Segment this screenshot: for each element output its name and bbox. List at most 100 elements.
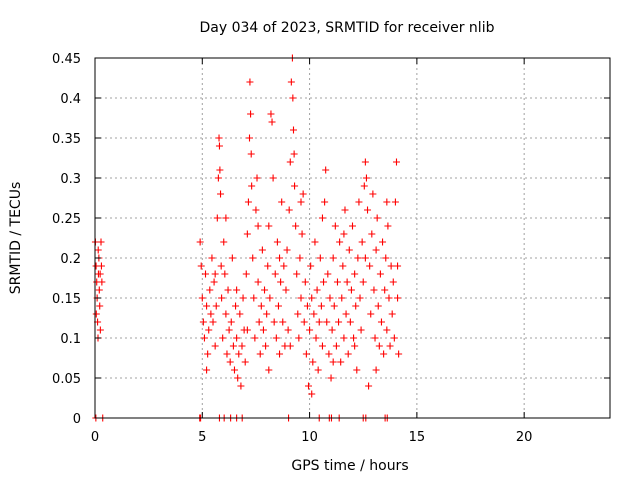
data-point bbox=[257, 302, 265, 310]
data-point bbox=[248, 182, 256, 190]
data-point bbox=[388, 310, 396, 318]
y-tick-label: 0 bbox=[73, 412, 81, 427]
data-point bbox=[383, 326, 391, 334]
data-point bbox=[259, 326, 267, 334]
data-point bbox=[217, 262, 225, 270]
data-point bbox=[302, 350, 310, 358]
data-point bbox=[258, 246, 266, 254]
y-axis-title: SRMTID / TECUs bbox=[8, 182, 24, 295]
data-point bbox=[242, 270, 250, 278]
data-point bbox=[376, 270, 384, 278]
data-point bbox=[213, 214, 221, 222]
data-point bbox=[270, 318, 278, 326]
data-point bbox=[94, 246, 102, 254]
data-point bbox=[356, 294, 364, 302]
data-point bbox=[95, 286, 103, 294]
data-point bbox=[380, 350, 388, 358]
data-point bbox=[206, 286, 214, 294]
data-point bbox=[292, 222, 300, 230]
data-point bbox=[199, 318, 207, 326]
plot-frame bbox=[94, 57, 611, 419]
data-point bbox=[97, 262, 105, 270]
data-point bbox=[211, 342, 219, 350]
data-point bbox=[392, 158, 400, 166]
x-tick-label: 10 bbox=[301, 430, 318, 445]
data-point bbox=[314, 366, 322, 374]
data-point bbox=[217, 190, 225, 198]
y-tick-label: 0.05 bbox=[52, 372, 81, 387]
data-point bbox=[382, 254, 390, 262]
data-point bbox=[390, 334, 398, 342]
data-point bbox=[276, 350, 284, 358]
data-point bbox=[254, 222, 262, 230]
data-points bbox=[91, 54, 403, 422]
y-tick-label: 0.2 bbox=[60, 252, 81, 267]
data-point bbox=[269, 174, 277, 182]
data-point bbox=[284, 326, 292, 334]
data-point bbox=[286, 158, 294, 166]
data-point bbox=[336, 238, 344, 246]
data-point bbox=[355, 198, 363, 206]
data-point bbox=[377, 318, 385, 326]
tick-marks bbox=[94, 57, 610, 419]
data-point bbox=[233, 334, 241, 342]
data-point bbox=[200, 334, 208, 342]
data-point bbox=[287, 78, 295, 86]
x-tick-label: 5 bbox=[198, 430, 206, 445]
data-point bbox=[357, 326, 365, 334]
data-point bbox=[215, 142, 223, 150]
data-point bbox=[262, 342, 270, 350]
data-point bbox=[253, 174, 261, 182]
data-point bbox=[362, 174, 370, 182]
data-point bbox=[369, 190, 377, 198]
data-point bbox=[303, 302, 311, 310]
data-point bbox=[365, 382, 373, 390]
data-point bbox=[285, 206, 293, 214]
data-point bbox=[272, 334, 280, 342]
data-point bbox=[351, 270, 359, 278]
data-point bbox=[207, 310, 215, 318]
data-point bbox=[264, 262, 272, 270]
data-point bbox=[233, 286, 241, 294]
data-point bbox=[277, 278, 285, 286]
data-point bbox=[92, 310, 100, 318]
data-point bbox=[228, 254, 236, 262]
data-point bbox=[289, 94, 297, 102]
data-point bbox=[247, 150, 255, 158]
data-point bbox=[297, 294, 305, 302]
data-point bbox=[268, 118, 276, 126]
data-point bbox=[96, 270, 104, 278]
data-point bbox=[318, 214, 326, 222]
data-point bbox=[360, 182, 368, 190]
data-point bbox=[323, 318, 331, 326]
y-tick-label: 0.35 bbox=[52, 132, 81, 147]
data-point bbox=[241, 358, 249, 366]
data-point bbox=[316, 254, 324, 262]
data-point bbox=[97, 238, 105, 246]
data-point bbox=[386, 342, 394, 350]
data-point bbox=[329, 358, 337, 366]
data-point bbox=[321, 198, 329, 206]
data-point bbox=[299, 190, 307, 198]
data-point bbox=[322, 166, 330, 174]
data-point bbox=[232, 302, 240, 310]
data-point bbox=[246, 78, 254, 86]
data-point bbox=[289, 126, 297, 134]
data-point bbox=[310, 310, 318, 318]
data-point bbox=[230, 366, 238, 374]
data-point bbox=[252, 206, 260, 214]
data-point bbox=[324, 270, 332, 278]
data-point bbox=[368, 230, 376, 238]
data-point bbox=[212, 302, 220, 310]
data-point bbox=[203, 302, 211, 310]
data-point bbox=[271, 270, 279, 278]
data-point bbox=[347, 286, 355, 294]
data-point bbox=[204, 350, 212, 358]
data-point bbox=[307, 262, 315, 270]
x-axis-title: GPS time / hours bbox=[291, 458, 408, 474]
data-point bbox=[318, 342, 326, 350]
data-point bbox=[210, 278, 218, 286]
data-point bbox=[353, 366, 361, 374]
data-point bbox=[286, 342, 294, 350]
data-point bbox=[243, 230, 251, 238]
